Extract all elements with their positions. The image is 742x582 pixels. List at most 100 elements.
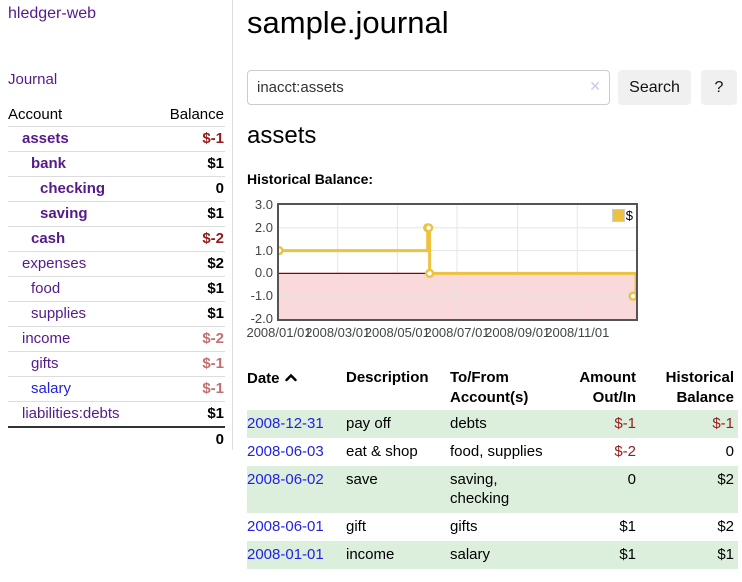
transaction-date-link[interactable]: 2008-06-02: [247, 471, 324, 488]
account-row: food $1: [8, 276, 225, 302]
transaction-row: 2008-12-31 pay off debts $-1 $-1: [247, 410, 738, 438]
register-table: Date Description To/From Account(s) Amou…: [247, 366, 738, 569]
balance-line-chart: [279, 205, 636, 319]
account-balance: 0: [153, 176, 225, 202]
x-axis-tick-label: 2008/03/01: [305, 325, 371, 340]
transaction-date-link[interactable]: 2008-06-03: [247, 443, 324, 460]
account-link[interactable]: saving: [40, 205, 88, 222]
transaction-balance: $1: [717, 546, 734, 563]
balance-column-header: Balance: [169, 106, 224, 123]
transaction-amount: $-2: [614, 443, 636, 460]
transaction-amount: $1: [619, 546, 636, 563]
account-balance: $1: [153, 401, 225, 427]
y-axis-tick-label: 3.0: [254, 197, 273, 212]
sort-caret-up-icon: [284, 368, 297, 388]
y-axis-tick-label: 0.0: [254, 265, 273, 280]
x-axis-tick-label: 2008/11/01: [545, 325, 610, 340]
transaction-description: pay off: [346, 415, 391, 432]
account-balance: $1: [153, 276, 225, 302]
app-title-link[interactable]: hledger-web: [8, 5, 97, 22]
sidebar-item-journal[interactable]: Journal: [8, 71, 58, 88]
x-axis-tick-label: 2008/09/01: [485, 325, 551, 340]
sidebar: hledger-web Journal Account Balance asse…: [0, 0, 233, 452]
account-row: supplies $1: [8, 301, 225, 327]
account-balance: $1: [153, 301, 225, 327]
transaction-date-link[interactable]: 2008-12-31: [247, 415, 324, 432]
transaction-description: gift: [346, 518, 367, 535]
historical-balance-column-header: Historical Balance: [665, 369, 734, 406]
transaction-row: 2008-01-01 income salary $1 $1: [247, 541, 738, 569]
transaction-accounts: food, supplies: [450, 443, 543, 460]
transaction-date-link[interactable]: 2008-06-01: [247, 518, 324, 535]
account-link[interactable]: assets: [22, 130, 69, 147]
account-link[interactable]: checking: [40, 180, 106, 197]
transaction-balance: $2: [717, 518, 734, 535]
transaction-amount: $-1: [614, 415, 636, 432]
account-link[interactable]: liabilities:debts: [22, 405, 120, 422]
account-row: saving $1: [8, 201, 225, 227]
clear-search-icon[interactable]: ✕: [589, 78, 601, 94]
x-axis-tick-label: 2008/07/01: [424, 325, 490, 340]
historical-balance-chart: $ 3.0 2.0 1.0 0.0 -1.0 -2.0 2008/01/01 2008/03…: [246, 198, 738, 343]
transaction-description: income: [346, 546, 395, 563]
y-axis-tick-label: 2.0: [254, 220, 273, 235]
transaction-row: 2008-06-03 eat & shop food, supplies $-2 0: [247, 438, 738, 466]
transaction-date-link[interactable]: 2008-01-01: [247, 546, 324, 563]
account-balance: $-2: [153, 326, 225, 352]
transaction-description: eat & shop: [346, 443, 418, 460]
account-balance: $2: [153, 251, 225, 277]
account-balance: $-1: [153, 351, 225, 377]
account-balance: $1: [153, 151, 225, 177]
account-row: checking 0: [8, 176, 225, 202]
transaction-amount: 0: [627, 471, 636, 488]
y-axis-tick-label: -2.0: [250, 311, 273, 326]
account-balance: $1: [153, 201, 225, 227]
account-row: expenses $2: [8, 251, 225, 277]
account-link[interactable]: income: [22, 330, 71, 347]
account-row: bank $1: [8, 151, 225, 177]
transaction-accounts: gifts: [450, 518, 478, 535]
account-row: salary $-1: [8, 376, 225, 402]
account-link[interactable]: bank: [31, 155, 67, 172]
transaction-description: save: [346, 471, 378, 488]
accounts-balance-table: Account Balance assets $-1 bank $1 checking 0…: [8, 105, 225, 452]
account-link[interactable]: salary: [31, 380, 72, 397]
search-box: ✕: [247, 70, 610, 105]
account-link[interactable]: expenses: [22, 255, 87, 272]
transaction-accounts: saving, checking: [450, 471, 510, 507]
account-link[interactable]: supplies: [31, 305, 87, 322]
y-axis-tick-label: -1.0: [250, 288, 273, 303]
account-link[interactable]: cash: [31, 230, 66, 247]
transaction-balance: 0: [725, 443, 734, 460]
legend-swatch-icon: [611, 209, 625, 222]
account-link[interactable]: gifts: [31, 355, 59, 372]
date-column-header[interactable]: Date: [247, 366, 346, 410]
accounts-table-body: assets $-1 bank $1 checking 0 saving $1 cash $-2 e…: [8, 126, 225, 452]
account-balance: $-2: [153, 226, 225, 252]
transaction-amount: $1: [619, 518, 636, 535]
y-axis-tick-label: 1.0: [254, 243, 273, 258]
account-link[interactable]: food: [31, 280, 61, 297]
chart-plot-area: $: [277, 203, 638, 321]
amount-column-header: Amount Out/In: [579, 369, 636, 406]
account-balance: $-1: [153, 376, 225, 402]
search-form: ✕ Search ?: [247, 70, 738, 105]
account-row: gifts $-1: [8, 351, 225, 377]
chart-legend: $: [611, 208, 633, 223]
main-content: sample.journal ✕ Search ? assets Histori…: [246, 0, 738, 569]
x-axis-tick-label: 2008/05/01: [364, 325, 430, 340]
transaction-balance: $-1: [712, 415, 734, 432]
transaction-row: 2008-06-01 gift gifts $1 $2: [247, 513, 738, 541]
register-table-body: 2008-12-31 pay off debts $-1 $-1 2008-06-03 ea…: [247, 410, 738, 569]
page-title: sample.journal: [247, 5, 449, 40]
tofrom-column-header: To/From Account(s): [450, 369, 529, 406]
account-row: income $-2: [8, 326, 225, 352]
accounts-column-header: Account: [8, 106, 63, 123]
account-row: assets $-1: [8, 126, 225, 152]
help-button[interactable]: ?: [701, 70, 737, 105]
search-input[interactable]: [247, 70, 610, 105]
description-column-header: Description: [346, 369, 429, 386]
x-axis-tick-label: 2008/01/01: [246, 325, 312, 340]
account-heading: assets: [247, 122, 317, 149]
search-button[interactable]: Search: [618, 70, 691, 105]
